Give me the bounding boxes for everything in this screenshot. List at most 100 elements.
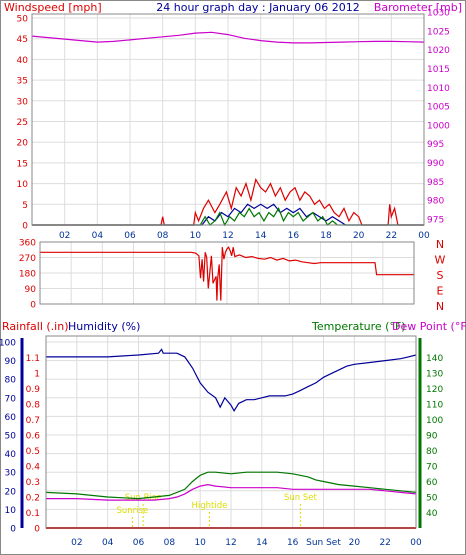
- direction-y-tick-label: 90: [25, 285, 37, 295]
- baro-y-tick-label: 1020: [427, 46, 450, 56]
- rain-y-tick-label: 0.6: [26, 432, 41, 442]
- temperature-y-tick-label: 130: [426, 370, 443, 380]
- wind-y-tick-label: 20: [17, 139, 29, 149]
- wind-direction-line: [40, 246, 414, 301]
- time-tick-label: 12: [225, 538, 236, 548]
- time-tick-label: 14: [255, 231, 267, 241]
- wind-baro-ticks: 0510152025303540455097598098599099510001…: [17, 9, 451, 232]
- temperature-label: Temperature (°F): [311, 320, 406, 333]
- time-tick-label: 04: [92, 231, 104, 241]
- windspeed-label: Windspeed [mph]: [4, 1, 102, 14]
- humidity-y-tick-label: 10: [5, 506, 17, 516]
- direction-y-tick-label: 180: [19, 270, 36, 280]
- barometer-line: [31, 31, 425, 44]
- temperature-y-tick-label: 90: [426, 432, 438, 442]
- time-tick-label: 04: [102, 538, 114, 548]
- direction-plot-frame: [39, 241, 415, 305]
- compass-label: S: [437, 269, 444, 282]
- time-tick-label: 10: [194, 538, 206, 548]
- wind-y-tick-label: 40: [17, 56, 29, 66]
- time-tick-label: 20: [353, 231, 365, 241]
- rain-y-tick-label: 0.5: [26, 447, 40, 457]
- temperature-y-tick-label: 100: [426, 416, 443, 426]
- temperature-y-tick-label: 70: [426, 463, 438, 473]
- wind-baro-x-labels: 02 04 06 08 10 12 14 16 18 20 22 00: [59, 231, 430, 241]
- rainfall-label: Rainfall (.in): [2, 320, 69, 333]
- wind-baro-plot-frame: [31, 13, 425, 226]
- time-tick-label: 10: [190, 231, 202, 241]
- time-tick-label: 20: [349, 538, 361, 548]
- time-tick-label: Sun Set: [306, 538, 341, 548]
- baro-y-tick-label: 1005: [427, 103, 450, 113]
- humidity-y-tick-label: 30: [5, 469, 17, 479]
- baro-y-tick-label: 990: [427, 159, 444, 169]
- time-tick-label: 14: [256, 538, 268, 548]
- wind-baro-series: [31, 31, 425, 227]
- baro-y-tick-label: 975: [427, 216, 444, 226]
- wind-y-tick-label: 30: [17, 97, 29, 107]
- compass-label: N: [436, 300, 444, 313]
- annotation-label: Hightide: [191, 501, 227, 511]
- direction-y-tick-label: 0: [30, 301, 36, 311]
- rain-y-tick-label: 0: [34, 525, 40, 535]
- rain-y-tick-label: 1: [34, 370, 40, 380]
- rain-y-tick-label: 0.3: [26, 478, 40, 488]
- rain-y-tick-label: 0.1: [26, 509, 40, 519]
- humidity-label: Humidity (%): [68, 320, 140, 333]
- time-tick-label: 02: [59, 231, 70, 241]
- rain-y-tick-label: 0.8: [26, 401, 41, 411]
- dewpoint-label: Dew Point (°F): [392, 320, 466, 333]
- rain-y-tick-label: 0.4: [26, 463, 41, 473]
- wind-y-tick-label: 5: [22, 201, 28, 211]
- time-tick-label: 06: [124, 231, 136, 241]
- rain-y-tick-label: 0.9: [26, 385, 41, 395]
- baro-y-tick-label: 1015: [427, 65, 450, 75]
- time-tick-label: 22: [379, 538, 390, 548]
- humidity-y-tick-label: 80: [5, 376, 17, 386]
- rain-y-tick-label: 0.7: [26, 416, 40, 426]
- time-tick-label: 00: [418, 231, 430, 241]
- annotation-label: Sun Set: [284, 493, 317, 503]
- wind-y-tick-label: 0: [22, 222, 28, 232]
- temperature-y-tick-label: 50: [426, 494, 438, 504]
- time-tick-label: 00: [410, 538, 422, 548]
- rain-y-tick-label: 0.2: [26, 494, 40, 504]
- wind-series-line-2: [32, 203, 424, 226]
- direction-y-tick-label: 270: [19, 254, 36, 264]
- humidity-y-tick-label: 70: [5, 394, 17, 404]
- direction-series: [40, 246, 414, 301]
- wind-y-tick-label: 10: [17, 180, 29, 190]
- humidity-y-tick-label: 60: [5, 413, 17, 423]
- baro-y-tick-label: 1010: [427, 84, 450, 94]
- rain-y-tick-label: 1.1: [26, 354, 40, 364]
- time-tick-label: 22: [386, 231, 397, 241]
- humidity-line: [46, 348, 417, 412]
- temp-humidity-plot-frame: [45, 335, 417, 529]
- humidity-y-tick-label: 0: [10, 525, 16, 535]
- time-tick-label: 06: [133, 538, 145, 548]
- temperature-y-tick-label: 80: [426, 447, 438, 457]
- wind-series-line-3: [32, 207, 424, 227]
- baro-y-tick-label: 985: [427, 178, 444, 188]
- time-tick-label: 12: [222, 231, 233, 241]
- humidity-y-tick-label: 100: [0, 339, 16, 349]
- wind-series-line-1: [32, 177, 424, 226]
- wind-y-tick-label: 25: [17, 118, 28, 128]
- temp-humidity-x-labels: 02 04 06 08 10 12 14 16 Sun Set 20 22 00: [71, 538, 422, 548]
- baro-y-tick-label: 1025: [427, 27, 450, 37]
- compass-label: W: [435, 254, 446, 267]
- time-tick-label: 08: [164, 538, 176, 548]
- temperature-line: [45, 471, 417, 500]
- temperature-y-tick-label: 110: [426, 401, 443, 411]
- time-tick-label: 02: [71, 538, 82, 548]
- direction-ticks: 0 90 180 270 360: [19, 239, 36, 311]
- time-tick-label: 16: [287, 538, 299, 548]
- temp-humidity-grid: [46, 336, 417, 529]
- temperature-y-tick-label: 40: [426, 509, 438, 519]
- humidity-y-tick-label: 20: [5, 487, 17, 497]
- temp-humidity-ticks: 0 10 20 30 40 50 60 70 80 90 100 0 0.1 0.2 0.3 0.4 0.5 0.…: [0, 339, 443, 535]
- wind-y-tick-label: 35: [17, 77, 28, 87]
